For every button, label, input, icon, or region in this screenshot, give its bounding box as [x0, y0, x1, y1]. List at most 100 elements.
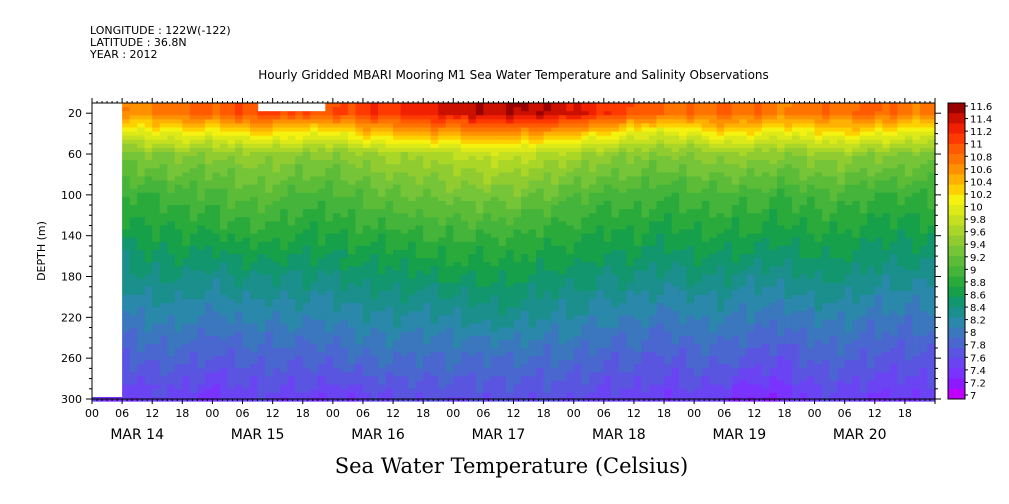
heatmap-cell	[122, 115, 131, 120]
heatmap-cell	[445, 119, 454, 125]
heatmap-cell	[250, 111, 259, 116]
heatmap-cell	[513, 360, 522, 365]
heatmap-cell	[144, 392, 153, 398]
heatmap-cell	[498, 127, 507, 133]
heatmap-cell	[513, 294, 522, 300]
heatmap-cell	[272, 147, 281, 153]
heatmap-cell	[257, 205, 266, 210]
heatmap-cell	[513, 258, 522, 263]
heatmap-cell	[393, 233, 402, 239]
heatmap-cell	[317, 372, 326, 378]
heatmap-cell	[250, 311, 259, 316]
heatmap-cell	[159, 249, 168, 255]
heatmap-cell	[235, 368, 244, 374]
heatmap-cell	[212, 388, 221, 394]
heatmap-cell	[468, 229, 477, 235]
heatmap-cell	[528, 168, 537, 173]
heatmap-cell	[408, 368, 417, 374]
heatmap-cell	[573, 290, 582, 296]
heatmap-cell	[355, 147, 364, 153]
heatmap-cell	[355, 188, 364, 194]
heatmap-cell	[423, 286, 432, 292]
heatmap-cell	[596, 262, 605, 267]
heatmap-cell	[445, 339, 454, 345]
heatmap-cell	[265, 388, 274, 394]
heatmap-cell	[355, 343, 364, 349]
heatmap-cell	[189, 233, 198, 239]
heatmap-cell	[250, 303, 259, 308]
heatmap-cell	[152, 319, 161, 325]
heatmap-cell	[197, 278, 206, 284]
heatmap-cell	[536, 156, 545, 161]
heatmap-cell	[603, 237, 612, 243]
heatmap-cell	[490, 107, 500, 112]
heatmap-cell	[453, 188, 462, 194]
heatmap-cell	[317, 290, 326, 296]
heatmap-cell	[122, 221, 131, 227]
heatmap-cell	[197, 347, 206, 353]
heatmap-cell	[340, 368, 349, 374]
heatmap-cell	[445, 188, 454, 194]
heatmap-cell	[219, 270, 229, 276]
heatmap-cell	[219, 331, 229, 337]
heatmap-cell	[596, 270, 605, 276]
heatmap-cell	[310, 176, 319, 182]
heatmap-cell	[310, 258, 319, 263]
heatmap-cell	[137, 245, 146, 251]
heatmap-cell	[536, 209, 545, 214]
heatmap-cell	[167, 315, 176, 320]
heatmap-cell	[573, 278, 582, 284]
heatmap-cell	[129, 233, 138, 239]
heatmap-cell	[355, 335, 364, 341]
heatmap-cell	[385, 380, 394, 386]
heatmap-cell	[182, 298, 191, 304]
heatmap-cell	[250, 266, 259, 271]
heatmap-cell	[317, 319, 326, 325]
heatmap-cell	[362, 147, 372, 153]
heatmap-cell	[174, 111, 183, 116]
heatmap-cell	[159, 156, 168, 161]
heatmap-cell	[219, 135, 229, 141]
heatmap-cell	[475, 200, 484, 206]
heatmap-cell	[280, 294, 289, 300]
heatmap-cell	[204, 319, 214, 325]
heatmap-cell	[430, 343, 439, 349]
heatmap-cell	[438, 217, 447, 222]
heatmap-cell	[204, 127, 214, 133]
heatmap-cell	[362, 107, 372, 112]
heatmap-cell	[573, 282, 582, 288]
heatmap-cell	[370, 376, 379, 382]
heatmap-cell	[573, 164, 582, 169]
heatmap-cell	[573, 127, 582, 133]
heatmap-cell	[280, 115, 289, 120]
heatmap-cell	[453, 225, 462, 231]
heatmap-cell	[603, 217, 612, 222]
heatmap-cell	[611, 221, 620, 227]
heatmap-cell	[295, 241, 304, 247]
heatmap-cell	[144, 347, 153, 353]
heatmap-cell	[197, 200, 206, 206]
heatmap-cell	[588, 127, 597, 133]
heatmap-cell	[302, 221, 311, 227]
heatmap-cell	[370, 180, 379, 186]
heatmap-cell	[355, 217, 364, 222]
heatmap-cell	[596, 294, 605, 300]
heatmap-cell	[122, 392, 131, 398]
heatmap-cell	[152, 131, 161, 137]
heatmap-cell	[438, 168, 447, 173]
heatmap-cell	[498, 270, 507, 276]
heatmap-cell	[272, 209, 281, 214]
heatmap-cell	[551, 303, 560, 308]
heatmap-cell	[257, 392, 266, 398]
heatmap-cell	[626, 225, 635, 231]
heatmap-cell	[174, 164, 183, 169]
heatmap-cell	[626, 237, 635, 243]
heatmap-cell	[438, 335, 447, 341]
heatmap-cell	[355, 143, 364, 149]
heatmap-cell	[370, 143, 379, 149]
heatmap-cell	[378, 266, 387, 271]
heatmap-cell	[227, 168, 236, 173]
heatmap-cell	[272, 241, 281, 247]
heatmap-cell	[122, 217, 131, 222]
heatmap-cell	[393, 384, 402, 390]
